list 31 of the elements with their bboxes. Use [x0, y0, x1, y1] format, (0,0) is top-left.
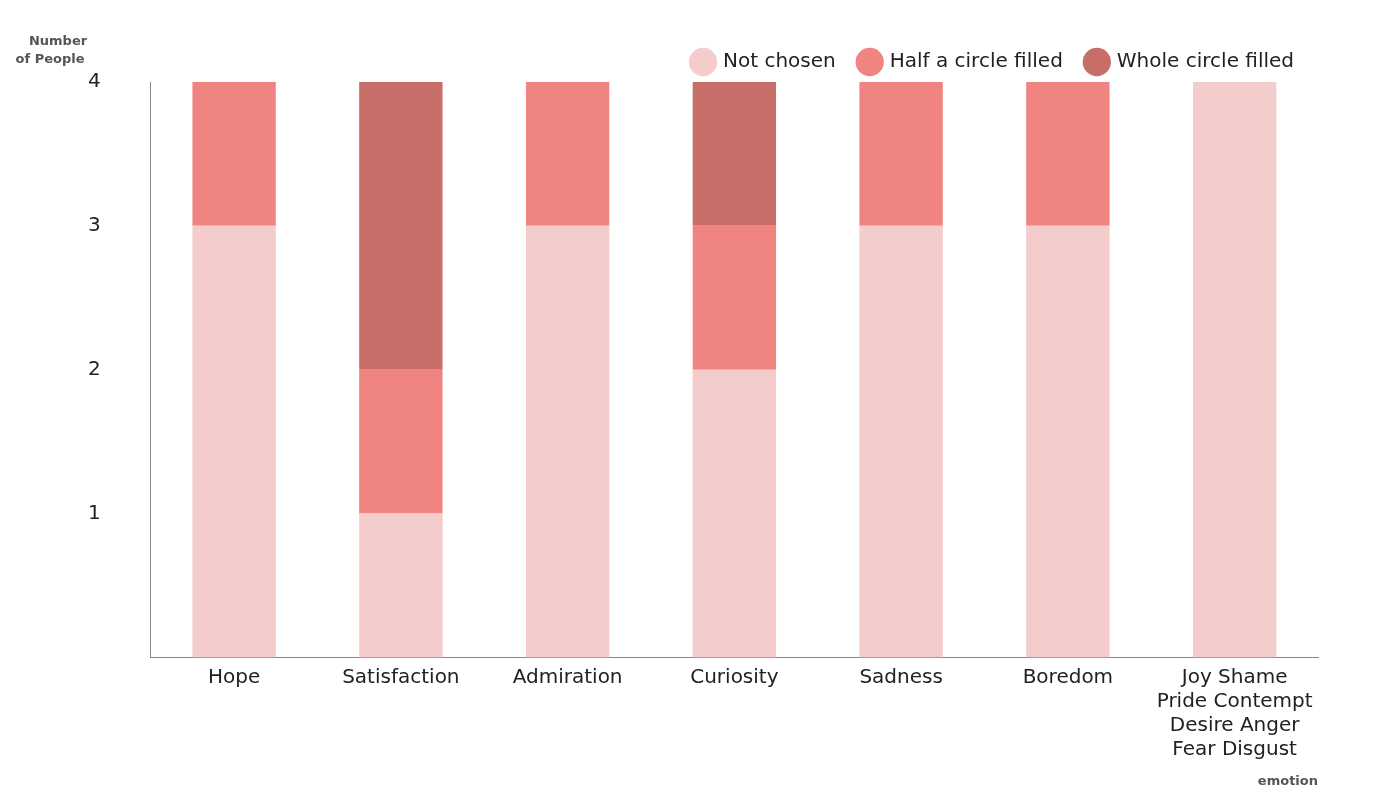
x-tick-label: Hope [207, 663, 261, 688]
bar [1026, 225, 1110, 658]
x-tick-label: Admiration [512, 663, 623, 688]
x-tick-label: Curiosity [690, 663, 779, 688]
bar [192, 82, 276, 226]
x-tick-label: Joy Shame Pride Contempt Desire Anger Fear Disgust [1156, 663, 1313, 760]
bar [692, 369, 777, 658]
x-tick-label: Sadness [859, 663, 943, 688]
x-tick-label: Satisfaction [342, 663, 460, 688]
y-tick-label: 4 [87, 68, 101, 93]
bar [525, 82, 610, 226]
bar [359, 513, 443, 658]
y-tick-label: 3 [87, 212, 101, 237]
legend-label: Whole circle filled [1116, 48, 1294, 73]
x-tick-label: Boredom [1022, 663, 1114, 688]
legend-label: Half a circle filled [889, 48, 1063, 73]
y-axis-title: Number of People [15, 33, 88, 67]
bar [692, 225, 777, 370]
y-tick-label: 1 [87, 499, 101, 524]
bar [1192, 82, 1277, 658]
bar [692, 82, 777, 226]
legend-label: Not chosen [723, 48, 836, 73]
bar [859, 225, 943, 658]
x-axis-title: emotion [1257, 772, 1318, 788]
bar [359, 369, 443, 514]
bar [1026, 82, 1110, 226]
y-tick-label: 2 [87, 355, 101, 380]
bar [525, 225, 610, 658]
bar [859, 82, 943, 226]
bar [359, 82, 443, 370]
bar [192, 225, 276, 658]
